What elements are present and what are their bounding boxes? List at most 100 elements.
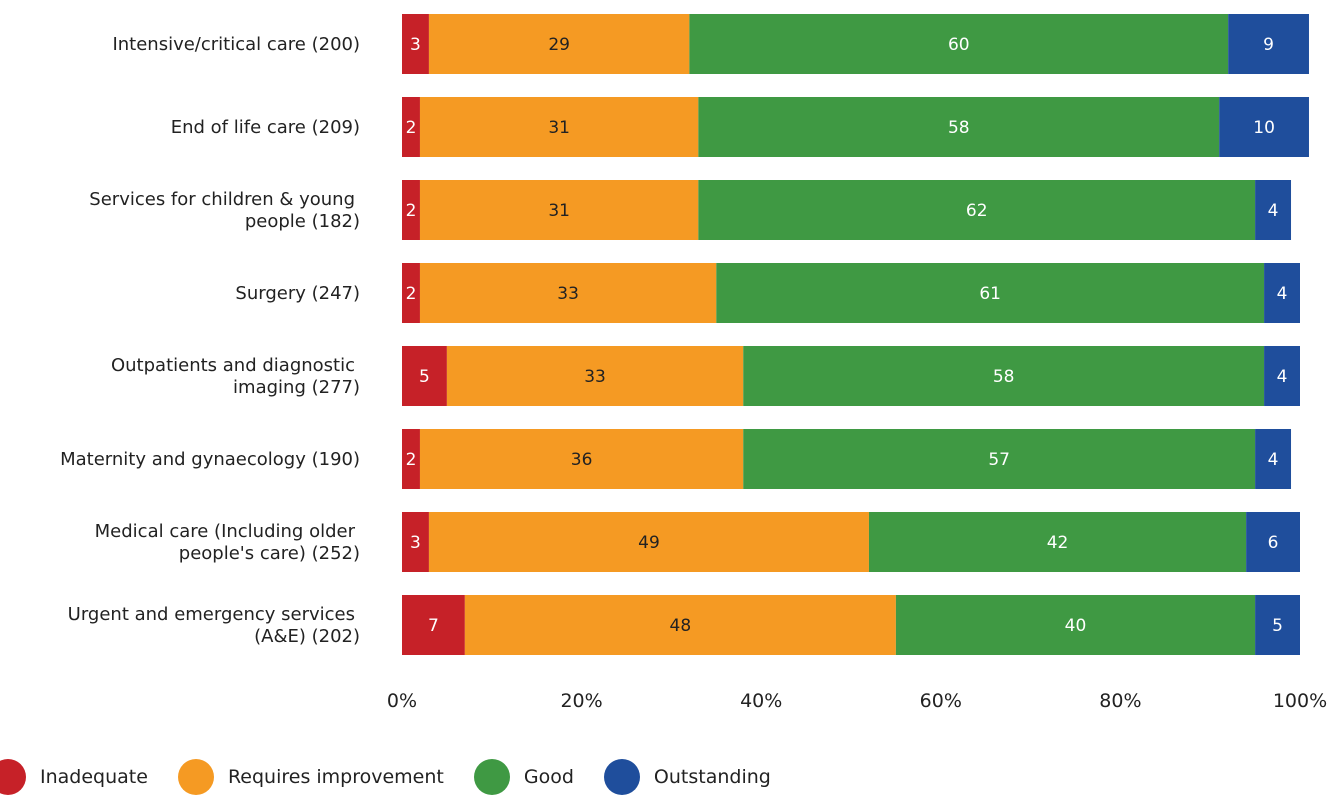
legend: Inadequate Requires improvement Good Outsta… xyxy=(0,759,801,795)
data-label: 62 xyxy=(966,201,988,221)
data-label: 33 xyxy=(557,284,579,304)
category-labels: Intensive/critical care (200) End of life… xyxy=(60,34,360,647)
legend-swatch xyxy=(177,759,214,795)
legend-label: Requires improvement xyxy=(227,766,444,788)
data-label: 49 xyxy=(638,533,660,553)
bar-segment xyxy=(419,180,699,240)
legend-label: Good xyxy=(523,766,574,788)
category-label: End of life care (209) xyxy=(171,117,360,138)
bar-segment xyxy=(402,14,429,74)
category-label-line: people (182) xyxy=(245,211,360,232)
bar-segment xyxy=(428,512,869,572)
bar-row: 3 29 60 9 xyxy=(402,14,1309,74)
bar-segment xyxy=(402,429,420,489)
bar-row: 7 48 40 5 xyxy=(402,595,1300,655)
bar-segment xyxy=(402,180,420,240)
category-label-line: Urgent and emergency services xyxy=(68,604,355,625)
bar-segment xyxy=(402,263,420,323)
category-label-line: End of life care (209) xyxy=(171,117,360,138)
data-label: 4 xyxy=(1268,201,1279,221)
bar-row: 2 33 61 4 xyxy=(402,263,1300,323)
bar-segment xyxy=(1255,595,1300,655)
bar-segment xyxy=(402,512,429,572)
bar-segment xyxy=(895,595,1256,655)
category-label: Services for children & young people (182… xyxy=(89,189,360,232)
category-label: Outpatients and diagnostic imaging (277) xyxy=(111,355,360,398)
bar-segment xyxy=(689,14,1229,74)
bar-segment xyxy=(1246,512,1300,572)
data-label: 2 xyxy=(406,201,417,221)
bar-segment xyxy=(1264,263,1300,323)
category-label-line: Maternity and gynaecology (190) xyxy=(60,449,360,470)
x-axis-tick-labels: 0% 20% 40% 60% 80% 100% xyxy=(387,690,1327,712)
data-label: 6 xyxy=(1268,533,1279,553)
category-label: Medical care (Including older people's ca… xyxy=(95,521,360,564)
data-label: 5 xyxy=(419,367,430,387)
bar-segment xyxy=(698,97,1220,157)
x-tick-label: 80% xyxy=(1099,690,1141,712)
category-label-line: Surgery (247) xyxy=(235,283,360,304)
bar-segment xyxy=(402,346,447,406)
bar-segment xyxy=(1255,429,1292,489)
bar-segment xyxy=(428,14,690,74)
legend-item: Requires improvement xyxy=(177,759,444,795)
bar-segment xyxy=(1255,180,1292,240)
data-label: 33 xyxy=(584,367,606,387)
legend-label: Inadequate xyxy=(40,766,148,788)
category-label-line: Intensive/critical care (200) xyxy=(112,34,360,55)
data-label: 40 xyxy=(1065,616,1087,636)
x-tick-label: 20% xyxy=(560,690,602,712)
data-label: 4 xyxy=(1277,367,1288,387)
bar-segment xyxy=(402,595,465,655)
data-label: 4 xyxy=(1268,450,1279,470)
x-tick-label: 0% xyxy=(387,690,417,712)
data-label: 60 xyxy=(948,35,970,55)
data-label: 58 xyxy=(993,367,1015,387)
category-label: Intensive/critical care (200) xyxy=(112,34,360,55)
data-label: 61 xyxy=(979,284,1001,304)
bar-segment xyxy=(402,97,420,157)
bar-segment xyxy=(743,346,1265,406)
bar-segment xyxy=(868,512,1247,572)
category-label-line: (A&E) (202) xyxy=(254,626,360,647)
category-label-line: imaging (277) xyxy=(233,377,360,398)
data-label: 58 xyxy=(948,118,970,138)
legend-swatch xyxy=(473,759,510,795)
stacked-bar-chart: 3 29 60 92 31 58 102 31 62 42 33 61 45 33 58 42 36 57 43 49… xyxy=(60,14,1327,712)
data-label: 3 xyxy=(410,533,421,553)
legend-item: Good xyxy=(473,759,574,795)
data-label: 36 xyxy=(571,450,593,470)
legend-item: Outstanding xyxy=(603,759,771,795)
data-label: 10 xyxy=(1253,118,1275,138)
category-label-line: Services for children & young xyxy=(89,189,355,210)
bar-row: 2 31 58 10 xyxy=(402,97,1309,157)
data-label: 3 xyxy=(410,35,421,55)
category-label: Maternity and gynaecology (190) xyxy=(60,449,360,470)
data-label: 2 xyxy=(406,450,417,470)
data-label: 4 xyxy=(1277,284,1288,304)
bar-segment xyxy=(743,429,1256,489)
data-label: 31 xyxy=(548,201,570,221)
bar-segment xyxy=(1228,14,1309,74)
data-label: 7 xyxy=(428,616,439,636)
category-label: Surgery (247) xyxy=(235,283,360,304)
x-tick-label: 60% xyxy=(920,690,962,712)
x-tick-label: 100% xyxy=(1273,690,1327,712)
data-label: 57 xyxy=(988,450,1010,470)
bar-row: 2 36 57 4 xyxy=(402,429,1292,489)
category-label: Urgent and emergency services (A&E) (202) xyxy=(68,604,360,647)
bar-segment xyxy=(419,263,717,323)
legend-item: Inadequate xyxy=(0,759,148,795)
bars-group: 3 29 60 92 31 58 102 31 62 42 33 61 45 33 58 42 36 57 43 49… xyxy=(402,14,1309,655)
legend-swatch xyxy=(603,759,640,795)
x-tick-label: 40% xyxy=(740,690,782,712)
legend-swatch xyxy=(0,759,26,795)
category-label-line: Medical care (Including older xyxy=(95,521,356,542)
bar-segment xyxy=(464,595,896,655)
bar-segment xyxy=(698,180,1256,240)
bar-row: 5 33 58 4 xyxy=(402,346,1300,406)
bar-segment xyxy=(446,346,744,406)
data-label: 42 xyxy=(1047,533,1069,553)
bar-segment xyxy=(716,263,1265,323)
data-label: 9 xyxy=(1263,35,1274,55)
